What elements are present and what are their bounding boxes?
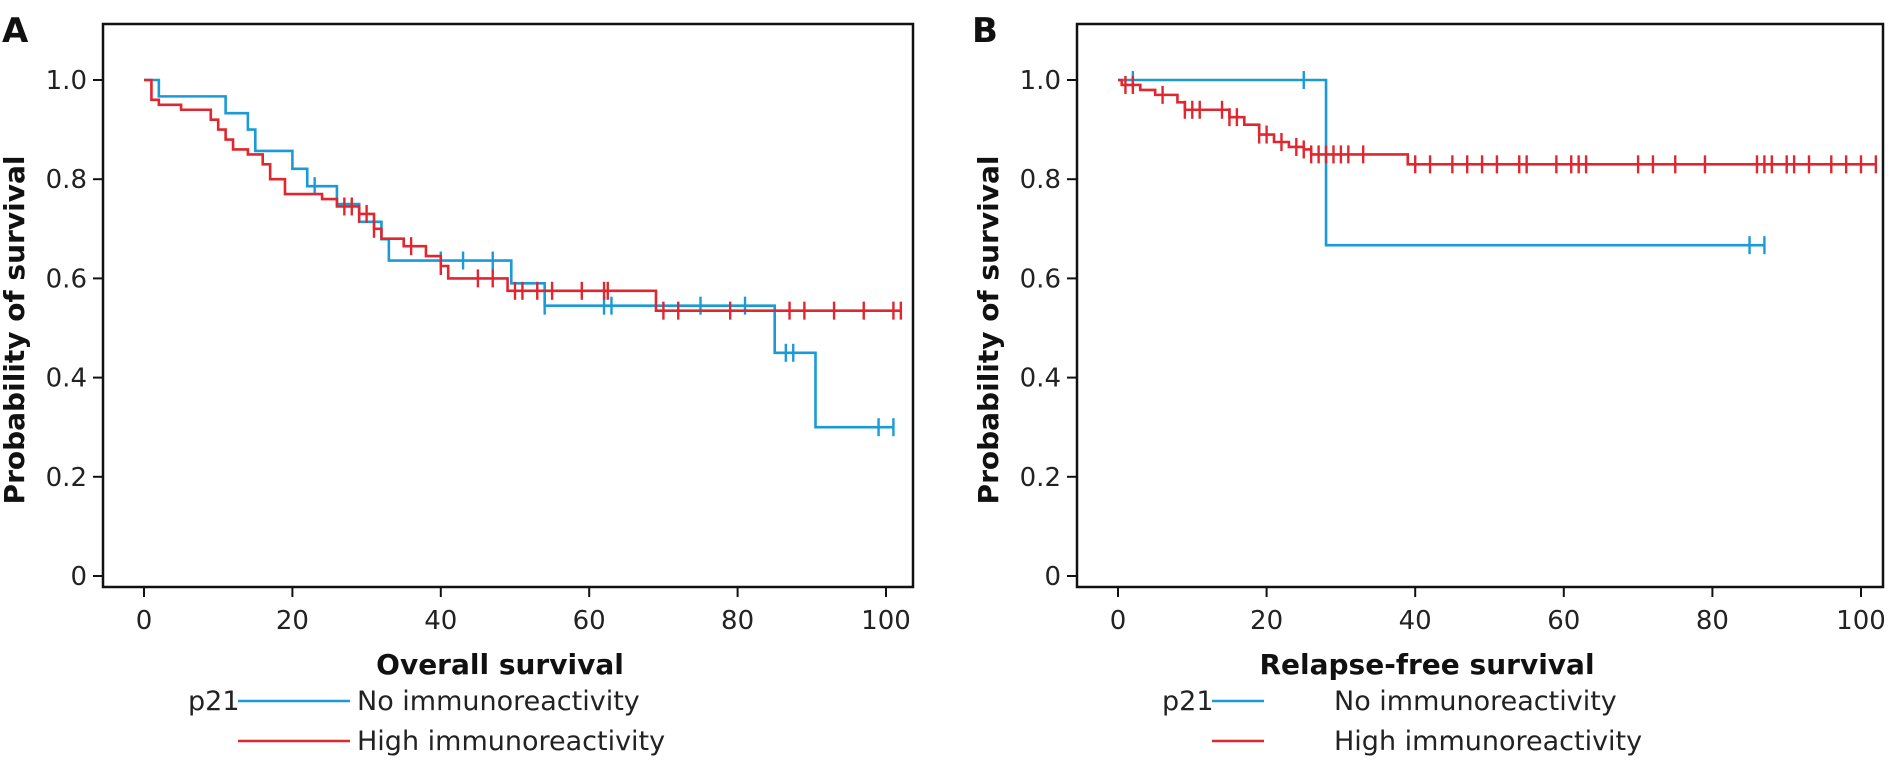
panel-label: B bbox=[972, 11, 998, 51]
legend-entry: High immunoreactivity bbox=[357, 726, 665, 757]
x-tick-label: 20 bbox=[276, 606, 309, 636]
survival-curve-no-immunoreactivity bbox=[144, 78, 894, 429]
plot-frame bbox=[1075, 22, 1885, 589]
survival-curve-high-immunoreactivity bbox=[144, 78, 901, 312]
x-axis-title: Overall survival bbox=[376, 648, 624, 681]
panel-B: B 0 20 40 60 80 100 0 0.2 0.4 0.6 0.8 1.0 Relapse-fre… bbox=[972, 11, 1886, 757]
y-tick-label: 0.8 bbox=[46, 165, 87, 195]
x-tick-label: 80 bbox=[721, 606, 754, 636]
y-tick-label: 0.2 bbox=[1020, 463, 1061, 493]
legend-title: p21 bbox=[1162, 686, 1214, 717]
y-tick-label: 0.6 bbox=[1020, 264, 1061, 294]
legend-title: p21 bbox=[188, 686, 240, 717]
x-tick-label: 60 bbox=[1547, 606, 1580, 636]
x-tick-label: 0 bbox=[136, 606, 153, 636]
y-axis-title: Probability of survival bbox=[972, 156, 1005, 505]
y-tick-label: 0.4 bbox=[46, 364, 87, 394]
panel-label: A bbox=[2, 11, 29, 51]
legend-entry: No immunoreactivity bbox=[1334, 686, 1617, 717]
x-tick-label: 100 bbox=[861, 606, 911, 636]
plot-frame bbox=[101, 22, 915, 589]
x-tick-label: 40 bbox=[424, 606, 457, 636]
y-tick-label: 1.0 bbox=[46, 66, 87, 96]
y-tick-label: 0.6 bbox=[46, 264, 87, 294]
x-tick-label: 60 bbox=[573, 606, 606, 636]
panel-A: A 0 20 40 60 80 100 0 0.2 0.4 0.6 0.8 1.0 Overall sur… bbox=[0, 11, 915, 757]
y-tick-label: 1.0 bbox=[1020, 66, 1061, 96]
x-tick-label: 0 bbox=[1110, 606, 1127, 636]
y-tick-label: 0 bbox=[1044, 562, 1061, 592]
y-tick-label: 0.2 bbox=[46, 463, 87, 493]
survival-curve-no-immunoreactivity bbox=[1118, 78, 1765, 247]
survival-curve-high-immunoreactivity bbox=[1118, 78, 1876, 166]
y-tick-label: 0.4 bbox=[1020, 364, 1061, 394]
legend-entry: No immunoreactivity bbox=[357, 686, 640, 717]
legend-entry: High immunoreactivity bbox=[1334, 726, 1642, 757]
x-axis-title: Relapse-free survival bbox=[1259, 648, 1594, 681]
x-tick-label: 40 bbox=[1399, 606, 1432, 636]
y-tick-label: 0 bbox=[70, 562, 87, 592]
x-tick-label: 100 bbox=[1836, 606, 1886, 636]
x-tick-label: 20 bbox=[1250, 606, 1283, 636]
y-tick-label: 0.8 bbox=[1020, 165, 1061, 195]
x-tick-label: 80 bbox=[1696, 606, 1729, 636]
y-axis-title: Probability of survival bbox=[0, 156, 31, 505]
